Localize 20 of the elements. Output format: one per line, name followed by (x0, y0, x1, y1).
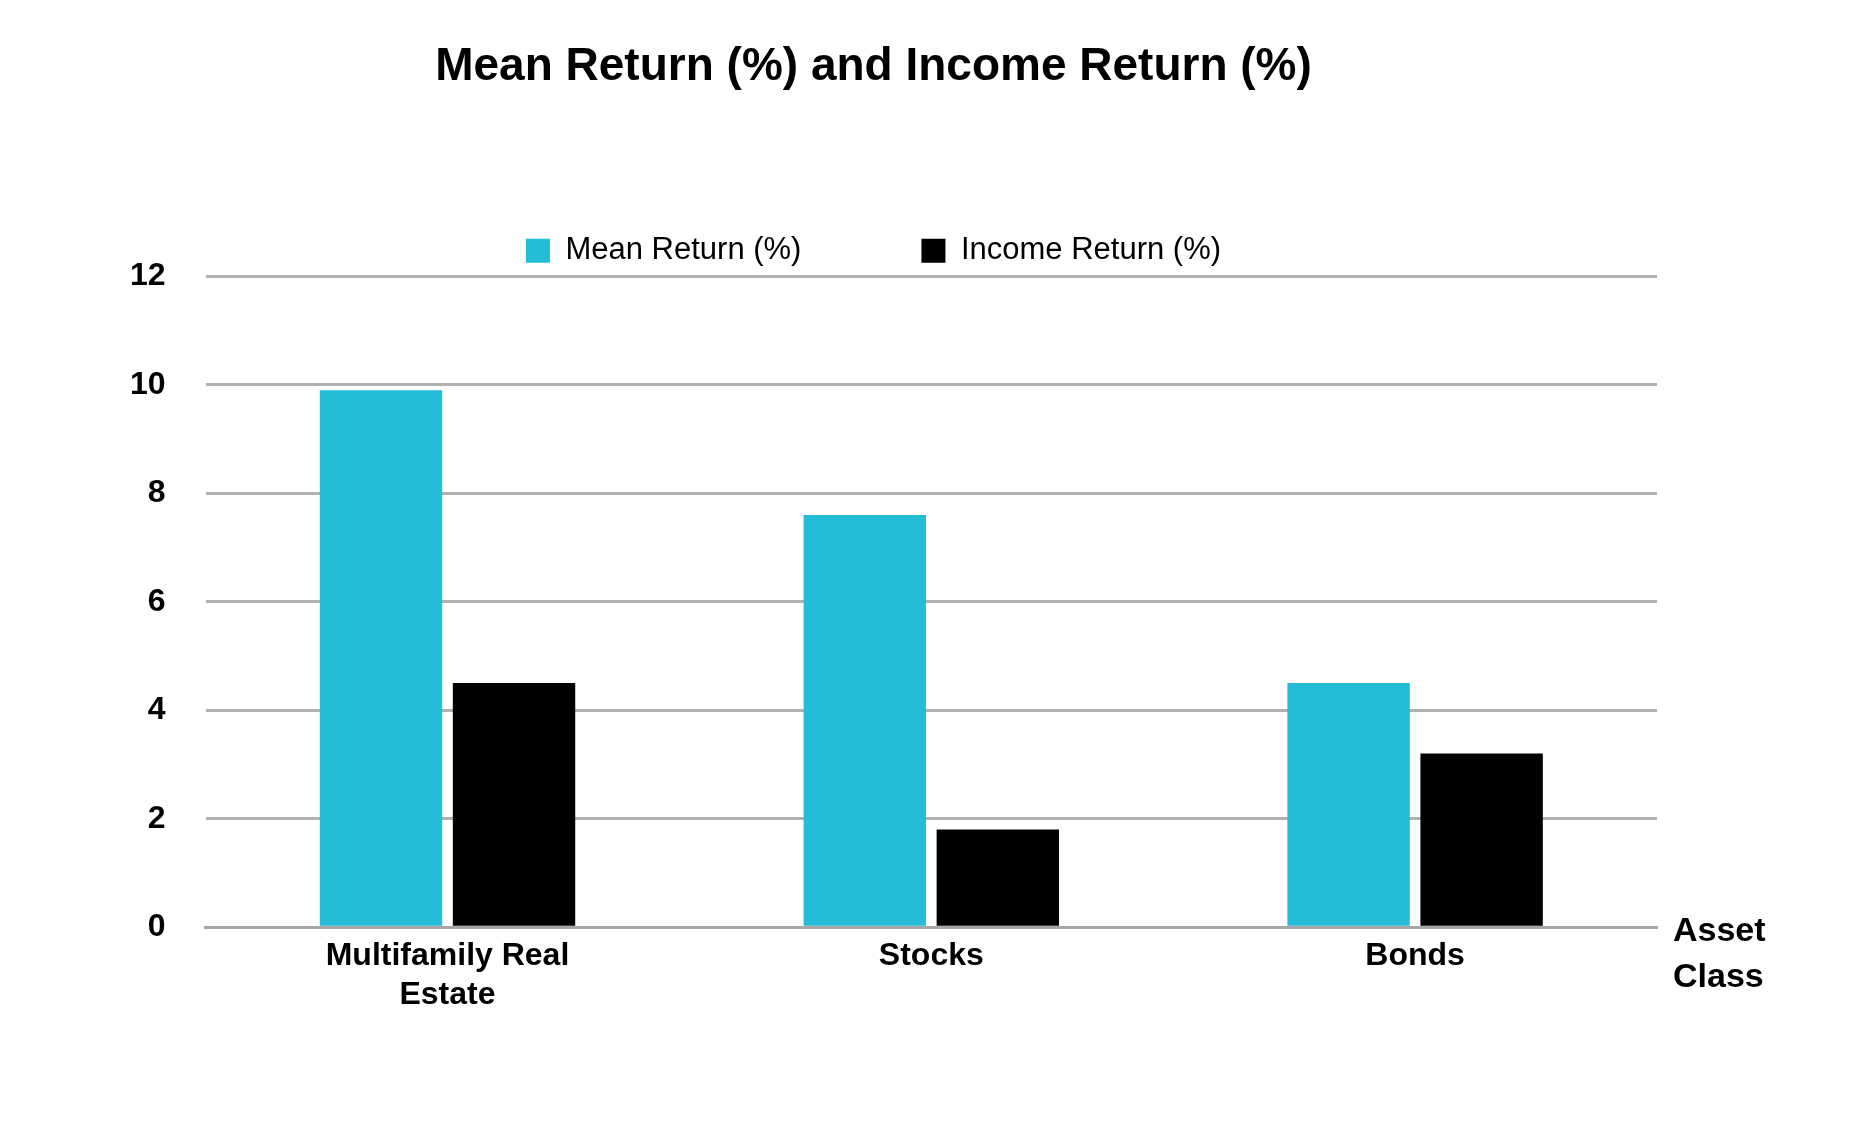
bar (936, 829, 1060, 926)
bar (319, 390, 443, 926)
bar (452, 683, 576, 926)
y-tick-label: 10 (130, 364, 166, 401)
y-tick-label: 8 (147, 473, 166, 510)
chart-title: Mean Return (%) and Income Return (%) (435, 38, 1312, 91)
bar (803, 514, 926, 926)
legend-label: Mean Return (%) (565, 231, 802, 267)
y-tick-label: 6 (147, 581, 166, 618)
legend-label: Income Return (%) (960, 231, 1222, 267)
y-tick-label: 2 (147, 798, 166, 835)
y-tick-label: 0 (147, 907, 166, 944)
y-tick-label: 4 (147, 690, 166, 727)
x-tick-label: Stocks (878, 936, 984, 973)
x-tick-label: Bonds (1365, 936, 1465, 973)
x-axis-title: Asset Class (1673, 909, 1766, 994)
x-tick-label: Multifamily Real Estate (325, 936, 570, 1011)
bar (1287, 683, 1410, 926)
bar (1420, 753, 1543, 926)
y-tick-label: 12 (130, 256, 166, 293)
